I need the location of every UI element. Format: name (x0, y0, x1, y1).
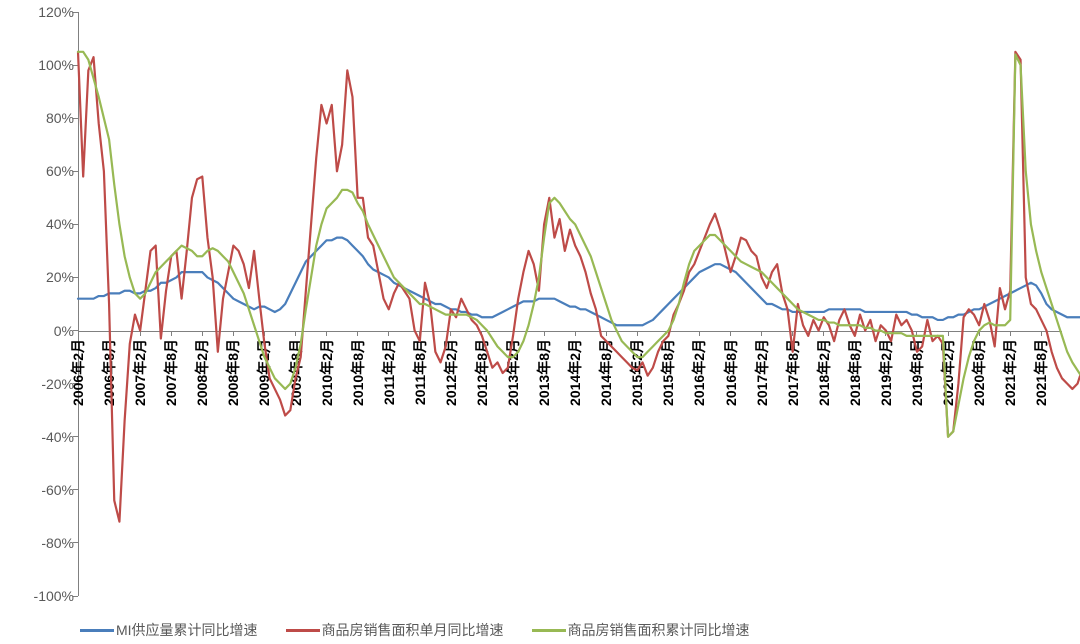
x-tick-mark (171, 331, 172, 336)
y-axis-line (78, 12, 79, 596)
x-tick-mark (979, 331, 980, 336)
legend-swatch (286, 629, 320, 632)
chart-container: -100%-80%-60%-40%-20%0%20%40%60%80%100%1… (0, 0, 1080, 644)
x-tick-label: 2017年2月 (752, 339, 772, 406)
y-tick-label: 20% (46, 269, 78, 285)
x-tick-mark (699, 331, 700, 336)
x-tick-mark (761, 331, 762, 336)
x-tick-mark (326, 331, 327, 336)
x-tick-label: 2008年8月 (223, 339, 243, 406)
x-tick-mark (885, 331, 886, 336)
y-tick-label: -40% (41, 429, 78, 445)
legend: MI供应量累计同比增速 商品房销售面积单月同比增速 商品房销售面积累计同比增速 (80, 620, 750, 640)
x-tick-mark (78, 331, 79, 336)
x-tick-mark (792, 331, 793, 336)
x-tick-mark (140, 331, 141, 336)
x-tick-label: 2016年2月 (689, 339, 709, 406)
y-tick-label: 0% (54, 323, 78, 339)
x-tick-mark (948, 331, 949, 336)
legend-label: MI供应量累计同比增速 (116, 620, 258, 640)
x-tick-label: 2018年2月 (814, 339, 834, 406)
x-tick-mark (544, 331, 545, 336)
x-tick-label: 2011年8月 (410, 339, 430, 405)
x-tick-mark (854, 331, 855, 336)
x-tick-label: 2011年2月 (379, 339, 399, 405)
x-tick-mark (450, 331, 451, 336)
x-tick-label: 2019年8月 (907, 339, 927, 406)
x-tick-label: 2016年8月 (721, 339, 741, 406)
x-tick-mark (388, 331, 389, 336)
x-tick-mark (419, 331, 420, 336)
legend-item: 商品房销售面积累计同比增速 (532, 620, 750, 640)
x-tick-label: 2021年2月 (1000, 339, 1020, 406)
x-tick-label: 2020年2月 (938, 339, 958, 406)
y-tick-label: 60% (46, 163, 78, 179)
x-tick-mark (357, 331, 358, 336)
x-tick-label: 2014年2月 (565, 339, 585, 406)
plot-area: -100%-80%-60%-40%-20%0%20%40%60%80%100%1… (78, 12, 1062, 596)
x-tick-label: 2007年8月 (161, 339, 181, 406)
y-tick-label: 80% (46, 110, 78, 126)
x-tick-mark (606, 331, 607, 336)
x-tick-mark (668, 331, 669, 336)
series-line-m1 (78, 238, 1080, 326)
x-tick-label: 2015年2月 (627, 339, 647, 406)
x-tick-mark (233, 331, 234, 336)
x-tick-label: 2019年2月 (876, 339, 896, 406)
x-tick-label: 2007年2月 (130, 339, 150, 406)
x-tick-label: 2012年2月 (441, 339, 461, 406)
y-tick-label: 120% (38, 4, 78, 20)
x-tick-mark (264, 331, 265, 336)
x-tick-mark (575, 331, 576, 336)
x-tick-mark (823, 331, 824, 336)
x-tick-mark (295, 331, 296, 336)
x-tick-label: 2014年8月 (596, 339, 616, 406)
y-tick-label: -100% (34, 588, 78, 604)
legend-item: 商品房销售面积单月同比增速 (286, 620, 504, 640)
x-tick-label: 2010年2月 (317, 339, 337, 406)
series-line-sales_mom (78, 52, 1080, 522)
y-tick-label: 100% (38, 57, 78, 73)
x-tick-label: 2012年8月 (472, 339, 492, 406)
x-tick-mark (1041, 331, 1042, 336)
legend-swatch (80, 629, 114, 632)
x-tick-label: 2015年8月 (658, 339, 678, 406)
x-tick-label: 2009年8月 (286, 339, 306, 406)
x-tick-label: 2009年2月 (254, 339, 274, 406)
x-tick-label: 2020年8月 (969, 339, 989, 406)
x-tick-mark (202, 331, 203, 336)
x-tick-label: 2018年8月 (845, 339, 865, 406)
x-tick-mark (637, 331, 638, 336)
x-tick-label: 2017年8月 (783, 339, 803, 406)
x-tick-mark (481, 331, 482, 336)
x-tick-label: 2021年8月 (1031, 339, 1051, 406)
y-tick-label: -80% (41, 535, 78, 551)
legend-label: 商品房销售面积单月同比增速 (322, 620, 504, 640)
x-tick-mark (1010, 331, 1011, 336)
line-series (78, 12, 1062, 596)
x-tick-mark (730, 331, 731, 336)
x-tick-label: 2013年2月 (503, 339, 523, 406)
y-tick-label: 40% (46, 216, 78, 232)
legend-swatch (532, 629, 566, 632)
x-tick-label: 2013年8月 (534, 339, 554, 406)
legend-label: 商品房销售面积累计同比增速 (568, 620, 750, 640)
y-tick-label: -60% (41, 482, 78, 498)
x-tick-label: 2010年8月 (348, 339, 368, 406)
x-tick-label: 2006年8月 (99, 339, 119, 406)
x-axis-line (78, 331, 1062, 332)
x-tick-mark (916, 331, 917, 336)
x-tick-label: 2008年2月 (192, 339, 212, 406)
x-tick-mark (513, 331, 514, 336)
legend-item: MI供应量累计同比增速 (80, 620, 258, 640)
x-tick-mark (109, 331, 110, 336)
x-tick-label: 2006年2月 (68, 339, 88, 406)
